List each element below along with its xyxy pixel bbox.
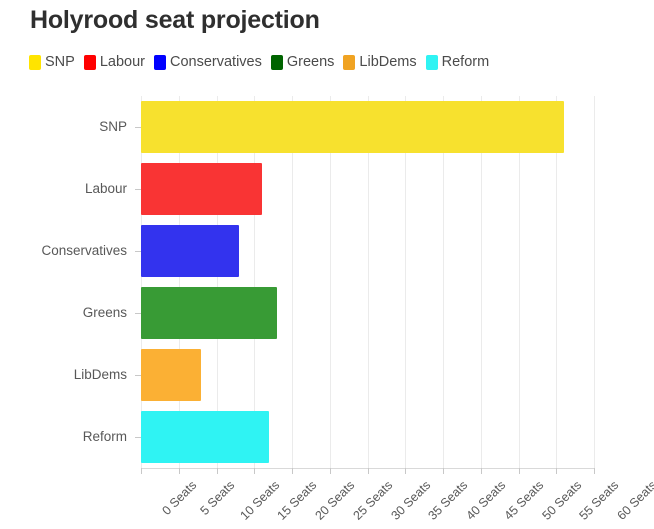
x-tick-mark xyxy=(519,468,520,474)
x-tick-mark xyxy=(594,468,595,474)
y-tick-mark xyxy=(135,251,141,252)
x-tick-mark xyxy=(405,468,406,474)
x-axis-tick-label: 15 Seats xyxy=(274,478,320,523)
x-axis-tick-label: 60 Seats xyxy=(614,478,654,523)
bar-labour[interactable] xyxy=(141,163,262,215)
y-tick-mark xyxy=(135,313,141,314)
x-gridline xyxy=(292,96,293,468)
legend-item-libdems[interactable]: LibDems xyxy=(343,53,417,70)
legend-item-label: Reform xyxy=(441,53,490,70)
plot-area xyxy=(141,96,595,474)
legend-item-label: Labour xyxy=(99,53,145,70)
x-gridline xyxy=(217,96,218,468)
y-axis-label-libdems: LibDems xyxy=(73,367,127,382)
legend-item-reform[interactable]: Reform xyxy=(425,53,490,70)
x-axis-tick-label: 45 Seats xyxy=(501,478,547,523)
x-axis-tick-label: 55 Seats xyxy=(576,478,622,523)
x-tick-mark xyxy=(179,468,180,474)
y-axis-label-snp: SNP xyxy=(99,119,127,134)
x-gridline xyxy=(519,96,520,468)
legend-swatch-icon xyxy=(29,54,41,70)
x-axis-line xyxy=(141,468,594,469)
x-gridline xyxy=(141,96,142,468)
x-tick-mark xyxy=(556,468,557,474)
legend-item-label: SNP xyxy=(45,53,75,70)
x-gridline xyxy=(594,96,595,468)
y-tick-mark xyxy=(135,127,141,128)
bar-conservatives[interactable] xyxy=(141,225,239,277)
x-gridline xyxy=(405,96,406,468)
x-gridline xyxy=(368,96,369,468)
x-axis-tick-labels: 0 Seats 5 Seats 10 Seats 15 Seats 20 Seats 25… xyxy=(141,468,654,529)
x-tick-mark xyxy=(254,468,255,474)
legend-swatch-icon xyxy=(425,54,438,70)
legend-swatch-icon xyxy=(343,54,356,70)
x-gridline xyxy=(179,96,180,468)
legend-swatch-icon xyxy=(270,54,283,70)
y-axis-label-labour: Labour xyxy=(84,181,127,196)
x-axis-tick-label: 25 Seats xyxy=(350,478,396,523)
x-gridline xyxy=(481,96,482,468)
x-axis-tick-label: 40 Seats xyxy=(463,478,509,523)
x-tick-mark xyxy=(330,468,331,474)
x-gridline xyxy=(254,96,255,468)
x-gridline xyxy=(556,96,557,468)
y-axis-label-reform: Reform xyxy=(82,429,127,444)
y-axis-label-conservatives: Conservatives xyxy=(41,243,127,258)
x-axis-tick-label: 50 Seats xyxy=(539,478,585,523)
bar-snp[interactable] xyxy=(141,101,564,153)
legend-item-labour[interactable]: Labour xyxy=(83,53,145,70)
legend-item-label: LibDems xyxy=(359,53,417,70)
x-gridline xyxy=(330,96,331,468)
x-tick-mark xyxy=(443,468,444,474)
x-axis-tick-label: 20 Seats xyxy=(312,478,358,523)
x-axis-tick-label: 5 Seats xyxy=(197,478,238,518)
x-tick-mark xyxy=(141,468,142,474)
x-tick-mark xyxy=(481,468,482,474)
legend-item-snp[interactable]: SNP xyxy=(29,53,75,70)
x-axis-tick-label: 0 Seats xyxy=(159,478,200,518)
legend-swatch-icon xyxy=(83,54,96,70)
x-axis-tick-label: 35 Seats xyxy=(425,478,471,523)
bar-libdems[interactable] xyxy=(141,349,201,401)
bar-greens[interactable] xyxy=(141,287,277,339)
x-axis-tick-label: 10 Seats xyxy=(237,478,283,523)
y-axis-label-greens: Greens xyxy=(82,305,127,320)
y-axis: SNP Labour Conservatives Greens LibDems Refor… xyxy=(0,96,141,468)
legend-item-conservatives[interactable]: Conservatives xyxy=(153,53,262,70)
y-tick-mark xyxy=(135,437,141,438)
x-tick-mark xyxy=(217,468,218,474)
chart-title: Holyrood seat projection xyxy=(30,6,320,34)
x-gridline xyxy=(443,96,444,468)
x-tick-mark xyxy=(368,468,369,474)
legend-item-label: Greens xyxy=(286,53,335,70)
x-axis-tick-label: 30 Seats xyxy=(388,478,434,523)
y-tick-mark xyxy=(135,189,141,190)
y-tick-mark xyxy=(135,375,141,376)
chart-legend: SNP Labour Conservatives Greens LibDems Refor… xyxy=(29,52,489,72)
legend-item-label: Conservatives xyxy=(169,53,262,70)
legend-item-greens[interactable]: Greens xyxy=(270,53,335,70)
bar-reform[interactable] xyxy=(141,411,269,463)
legend-swatch-icon xyxy=(153,54,166,70)
x-tick-mark xyxy=(292,468,293,474)
